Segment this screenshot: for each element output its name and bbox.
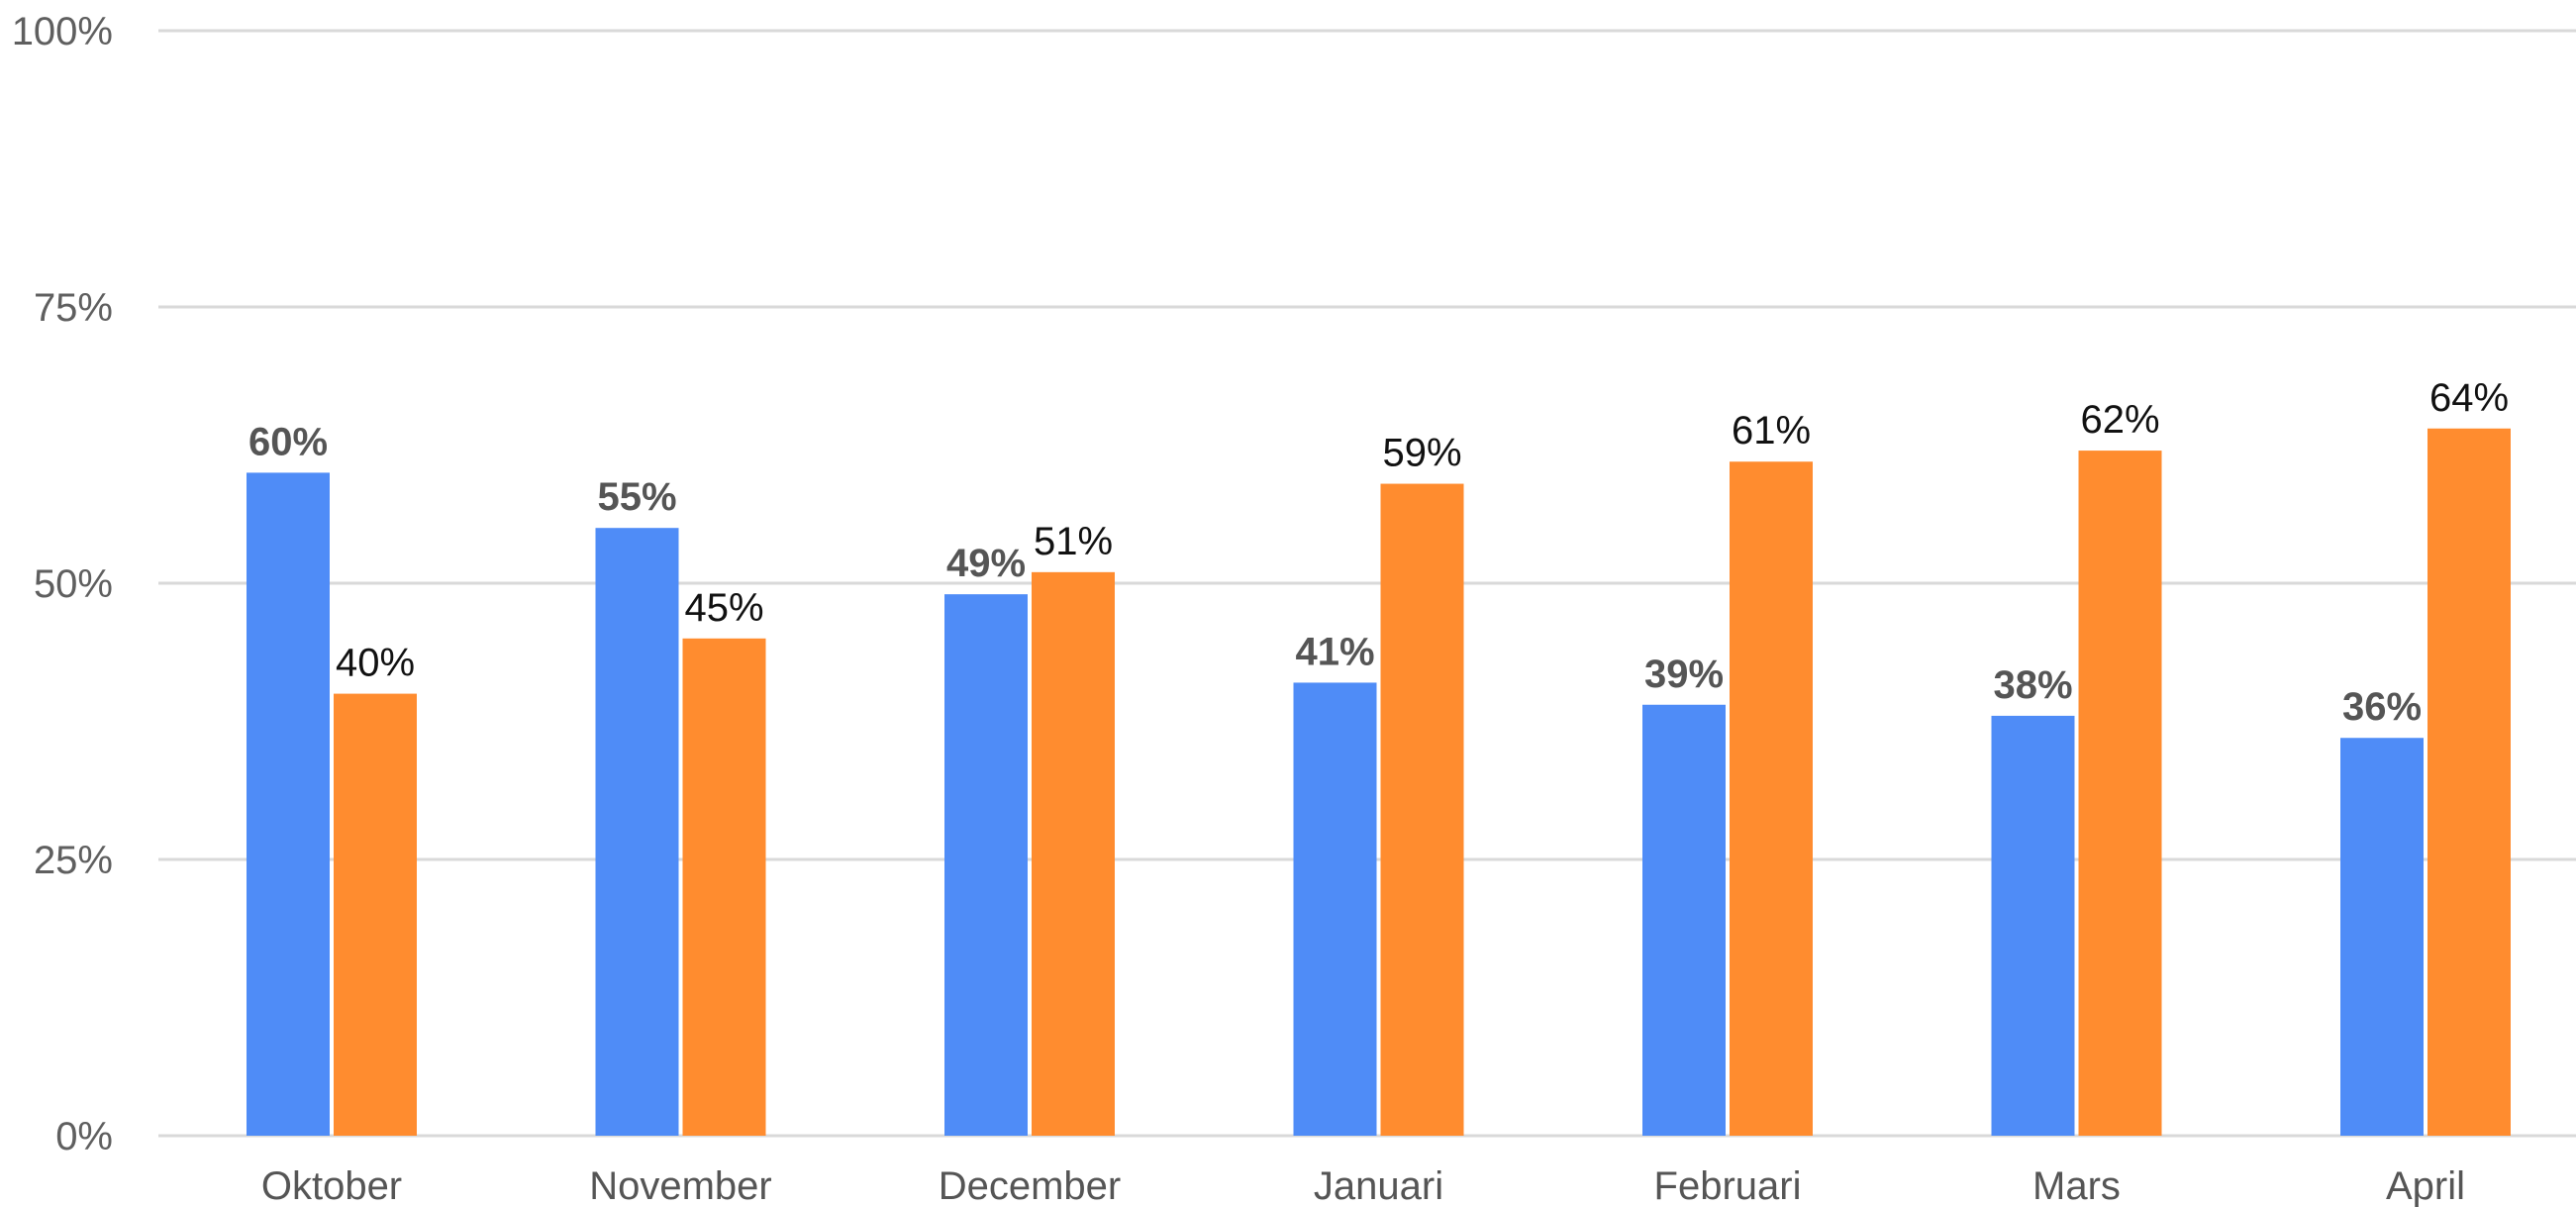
bar-value-label: 61% [1732,409,1811,453]
y-tick-label: 0% [55,1115,113,1158]
bar-value-label: 49% [946,542,1026,585]
bar-value-label: 60% [248,420,328,463]
x-tick-label: Januari [1314,1164,1443,1207]
y-axis-ticks: 0% 25% 50% 75% 100% [12,10,113,1158]
bar [1642,704,1726,1136]
x-tick-label: Oktober [261,1164,402,1207]
x-tick-label: April [2386,1164,2465,1207]
bar-value-label: 41% [1295,630,1374,673]
gridlines [158,29,2576,1138]
bar-value-label: 39% [1644,653,1724,696]
bar [2427,428,2511,1136]
bar [1991,715,2075,1136]
bar-value-label: 45% [684,586,763,630]
bar-value-label: 40% [336,642,415,685]
bar-value-label: 64% [2429,376,2509,420]
bar [1380,483,1464,1136]
bar-value-label: 51% [1034,520,1113,563]
y-tick-label: 100% [12,10,113,53]
bars [247,428,2511,1137]
bar-value-label: 59% [1382,432,1461,475]
value-labels: 60% 40% 55% 45% 49%51% 41% 59% 39% 61% 38% 62% 36% 6… [248,376,2509,729]
x-axis-labels: Oktober November December Januari Februari Ma… [261,1164,2465,1207]
bar [1032,571,1115,1136]
x-tick-label: Mars [2032,1164,2121,1207]
y-tick-label: 25% [34,839,113,882]
bar [682,638,766,1136]
bar [595,528,679,1136]
x-tick-label: December [939,1164,1122,1207]
x-tick-label: Februari [1654,1164,1802,1207]
bar [1293,682,1377,1136]
bar [2078,451,2162,1137]
x-tick-label: November [589,1164,772,1207]
bar-value-label: 38% [1993,663,2072,707]
y-tick-label: 50% [34,562,113,606]
bar [944,594,1028,1136]
bar-value-label: 36% [2342,685,2422,729]
bar [2340,738,2424,1136]
bar-value-label: 62% [2080,398,2159,442]
bar [334,693,417,1136]
bar [247,472,330,1136]
bar-value-label: 55% [597,475,676,519]
y-tick-label: 75% [34,286,113,330]
bar [1730,461,1813,1136]
